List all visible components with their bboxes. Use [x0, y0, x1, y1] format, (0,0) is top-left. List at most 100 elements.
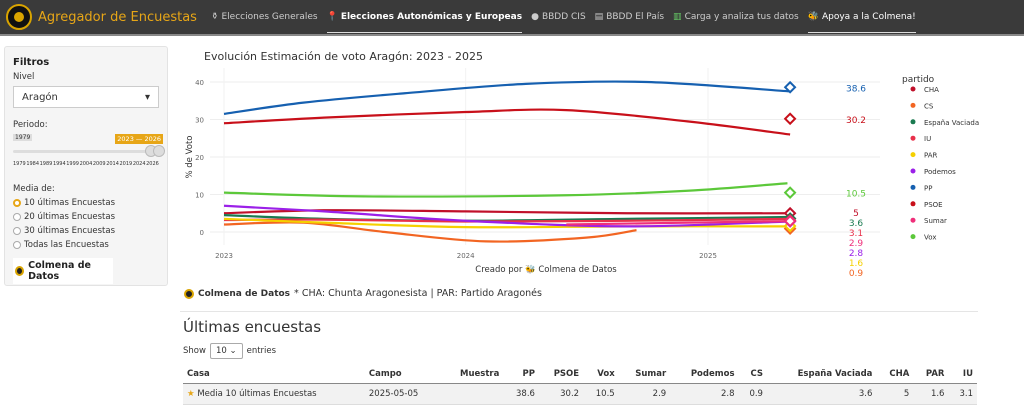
nivel-value: Aragón: [22, 91, 58, 103]
column-header[interactable]: Casa: [183, 365, 365, 384]
periodo-slider[interactable]: 1979 2023 — 2026 1979 1984 1989 1994 1999 200…: [13, 134, 165, 178]
end-label: 10.5: [846, 190, 866, 200]
table-cell: 3.1: [948, 383, 977, 405]
ballot-box-icon: ⚱: [210, 12, 219, 22]
legend-marker[interactable]: [910, 234, 916, 240]
latest-marker: [783, 112, 797, 126]
page-length-select[interactable]: 10 ⌄: [209, 343, 243, 359]
column-header[interactable]: España Vaciada: [766, 365, 877, 384]
end-label: 1.6: [849, 259, 864, 269]
radio-20[interactable]: 20 últimas Encuestas: [13, 212, 159, 222]
column-header[interactable]: PP: [503, 365, 539, 384]
column-header[interactable]: Muestra: [440, 365, 504, 384]
column-header[interactable]: PSOE: [538, 365, 584, 384]
legend-marker[interactable]: [910, 184, 916, 190]
slider-tick: 1979: [13, 161, 26, 167]
table-cell: 2.8: [670, 383, 739, 405]
filters-title: Filtros: [13, 57, 50, 68]
end-label: 3.6: [849, 219, 864, 229]
radio-button[interactable]: [13, 227, 21, 235]
legend-marker[interactable]: [910, 152, 916, 158]
series-line-podemos: [223, 204, 791, 228]
legend-marker[interactable]: [910, 102, 916, 108]
legend-marker[interactable]: [910, 86, 916, 92]
y-tick-label: 0: [200, 229, 204, 237]
radio-button[interactable]: [13, 199, 21, 207]
radio-button[interactable]: [13, 213, 21, 221]
table-row[interactable]: ★ Media 10 últimas Encuestas 2025-05-05 38…: [183, 383, 977, 405]
legend-item[interactable]: PP: [924, 184, 932, 192]
column-header[interactable]: Vox: [583, 365, 619, 384]
footnote: Colmena de Datos * CHA: Chunta Aragonesis…: [184, 288, 542, 299]
x-axis-label: Creado por 🐝 Colmena de Datos: [475, 264, 617, 275]
legend-marker[interactable]: [910, 135, 916, 141]
radio-30[interactable]: 30 últimas Encuestas: [13, 226, 159, 236]
column-header[interactable]: PAR: [913, 365, 949, 384]
chart-icon: ▥: [673, 12, 682, 22]
filters-panel: Filtros Nivel Aragón ▾ Periodo: 1979 2023…: [4, 46, 168, 286]
series-line-psoe: [223, 108, 791, 136]
x-tick-label: 2025: [699, 252, 717, 260]
series-line-sumar: [566, 220, 791, 226]
nav-carga-datos[interactable]: ▥ Carga y analiza tus datos: [673, 12, 799, 22]
colmena-logo: Colmena de Datos: [13, 258, 113, 284]
legend-item[interactable]: IU: [924, 135, 931, 143]
table-cell: 5: [876, 383, 914, 405]
pin-icon: 📍: [326, 11, 338, 22]
legend-item[interactable]: Podemos: [924, 168, 956, 176]
column-header[interactable]: Podemos: [670, 365, 739, 384]
y-tick-label: 30: [195, 117, 204, 125]
slider-tick: 1984: [26, 161, 40, 167]
slider-handle-to[interactable]: [153, 145, 165, 157]
legend-item[interactable]: CHA: [924, 86, 939, 94]
latest-marker: [783, 214, 797, 228]
legend-item[interactable]: PSOE: [924, 201, 943, 209]
legend-item[interactable]: CS: [924, 102, 934, 110]
series-line-pp: [223, 80, 791, 115]
top-navbar: Agregador de Encuestas ⚱ Elecciones Gener…: [0, 0, 1024, 36]
column-header[interactable]: CHA: [876, 365, 914, 384]
legend-item[interactable]: PAR: [924, 152, 938, 160]
column-header[interactable]: Sumar: [618, 365, 671, 384]
nav-autonomicas-europeas[interactable]: 📍 Elecciones Autonómicas y Europeas: [326, 2, 523, 33]
column-header[interactable]: IU: [948, 365, 977, 384]
legend-title: partido: [902, 75, 935, 85]
table-cell: 10.5: [583, 383, 619, 405]
slider-tick: 2024: [132, 161, 146, 167]
column-header[interactable]: CS: [738, 365, 767, 384]
legend-marker[interactable]: [910, 168, 916, 174]
table-cell: ★ Media 10 últimas Encuestas: [183, 383, 365, 405]
chart-title: Evolución Estimación de voto Aragón: 202…: [204, 50, 483, 63]
column-header[interactable]: Campo: [364, 365, 441, 384]
bee-icon: 🐝: [807, 11, 819, 22]
brand-title[interactable]: Agregador de Encuestas: [38, 9, 197, 25]
nav-elecciones-generales[interactable]: ⚱ Elecciones Generales: [210, 12, 318, 22]
legend-marker[interactable]: [910, 201, 916, 207]
legend-marker[interactable]: [910, 119, 916, 125]
end-label: 30.2: [846, 116, 866, 126]
slider-tick: 2009: [92, 161, 106, 167]
legend-item[interactable]: Vox: [924, 234, 936, 242]
legend-item[interactable]: España Vaciada: [924, 119, 979, 127]
radio-todas[interactable]: Todas las Encuestas: [13, 240, 159, 250]
y-tick-label: 20: [195, 154, 204, 162]
table-cell: 1.6: [913, 383, 949, 405]
slider-tick: 2019: [119, 161, 133, 167]
nav-apoya-colmena[interactable]: 🐝 Apoya a la Colmena!: [807, 2, 916, 33]
end-label: 0.9: [849, 269, 864, 279]
nav-bbdd-cis[interactable]: ● BBDD CIS: [531, 12, 586, 22]
legend-item[interactable]: Sumar: [924, 217, 947, 225]
nav-bbdd-el-pais[interactable]: ▤ BBDD El País: [594, 12, 665, 22]
nivel-select[interactable]: Aragón ▾: [13, 86, 159, 108]
table-cell: 2.9: [618, 383, 671, 405]
y-tick-label: 10: [195, 192, 204, 200]
page-length-control: Show 10 ⌄ entries: [183, 343, 276, 359]
radio-button[interactable]: [13, 241, 21, 249]
slider-track: [13, 150, 159, 153]
end-label: 3.1: [849, 229, 863, 239]
legend-marker[interactable]: [910, 217, 916, 223]
radio-10[interactable]: 10 últimas Encuestas: [13, 198, 159, 208]
slider-tick: 1999: [66, 161, 79, 167]
slider-min-label: 1979: [13, 134, 33, 141]
latest-marker: [783, 80, 797, 94]
